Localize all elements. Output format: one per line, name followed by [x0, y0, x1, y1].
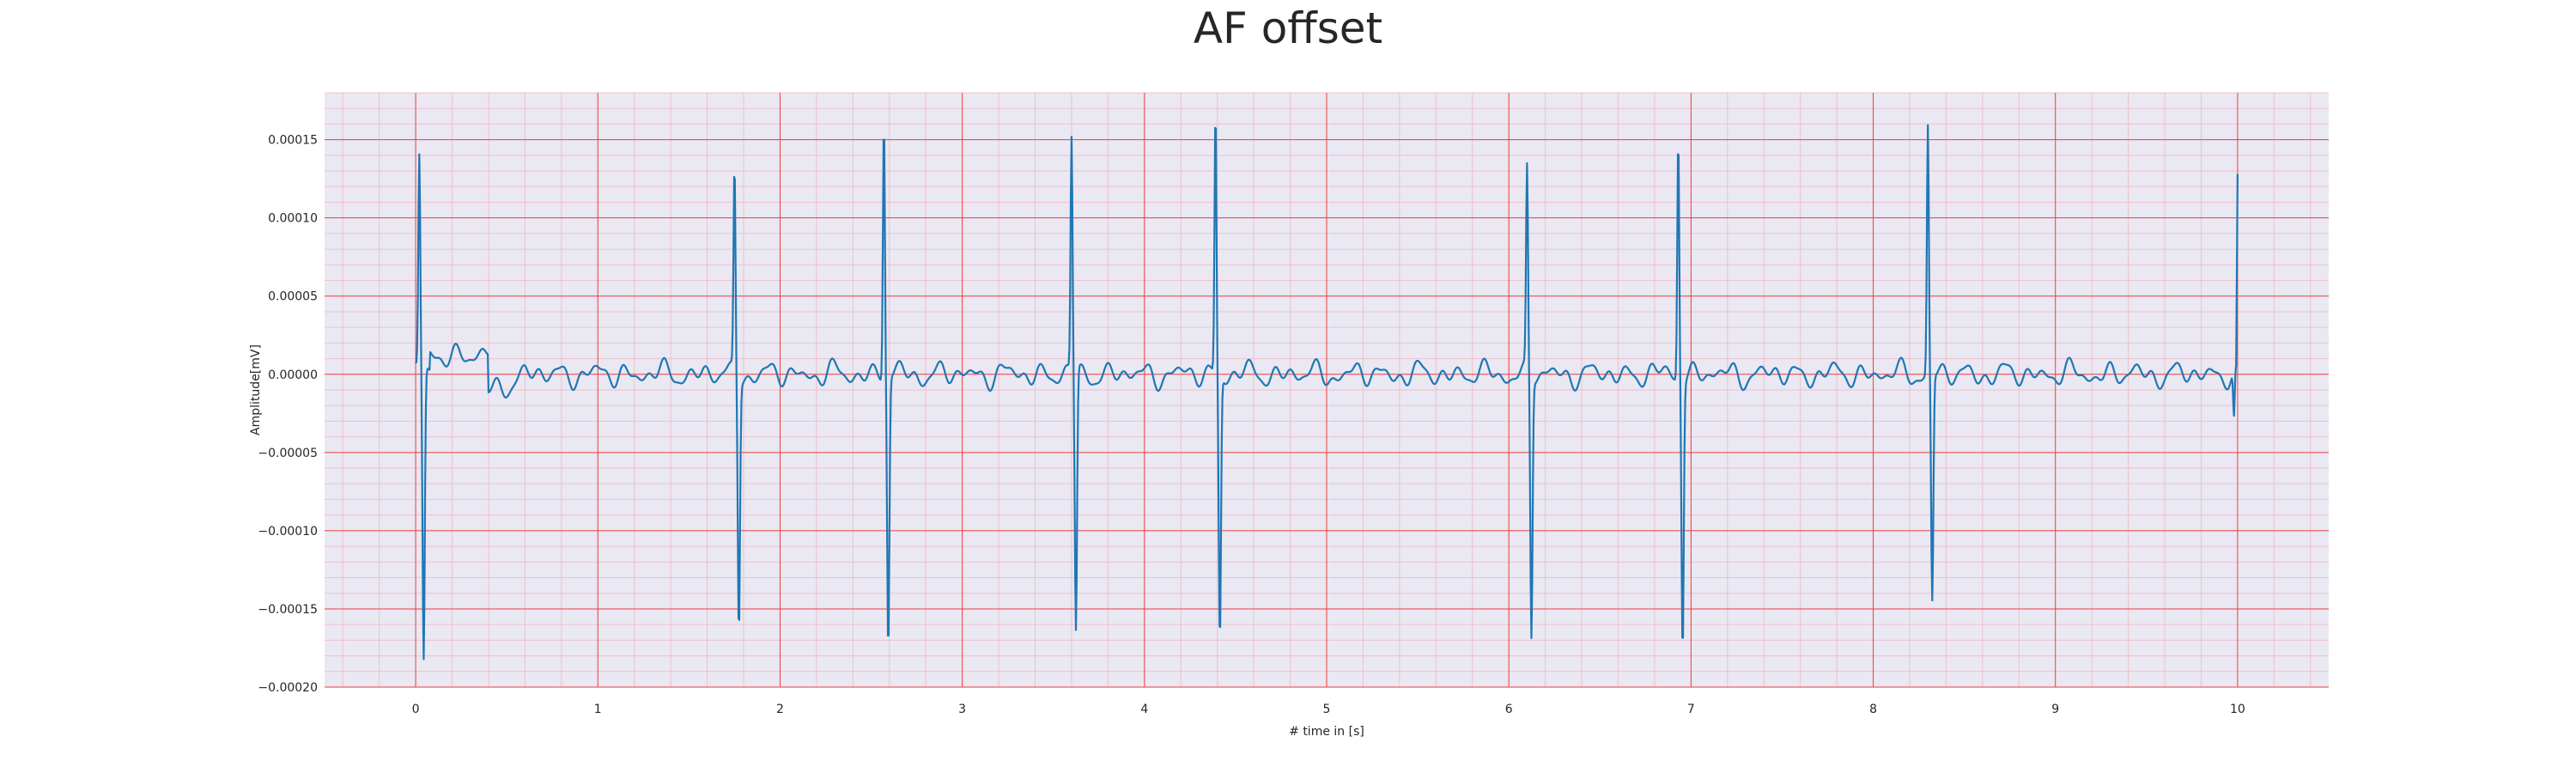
x-axis-ticks: 0 1 2 3 4 5 6 7 8 9 10 — [412, 703, 2245, 716]
y-tick-label: −0.00015 — [258, 603, 318, 617]
x-tick-label: 8 — [1869, 703, 1877, 716]
chart-title: AF offset — [1194, 3, 1382, 53]
y-tick-label: −0.00020 — [258, 681, 318, 695]
x-tick-label: 4 — [1140, 703, 1148, 716]
x-tick-label: 10 — [2230, 703, 2245, 716]
y-tick-label: 0.00010 — [268, 212, 318, 226]
x-axis-label: # time in [s] — [1289, 725, 1364, 739]
x-tick-label: 7 — [1687, 703, 1695, 716]
x-tick-label: 6 — [1505, 703, 1513, 716]
x-tick-label: 2 — [776, 703, 784, 716]
y-axis-ticks: −0.00020 −0.00015 −0.00010 −0.00005 0.00000 0… — [258, 134, 318, 695]
x-tick-label: 9 — [2051, 703, 2059, 716]
x-tick-label: 1 — [594, 703, 602, 716]
series-layer — [415, 124, 2239, 660]
x-tick-label: 5 — [1323, 703, 1331, 716]
x-tick-label: 0 — [412, 703, 420, 716]
y-tick-label: −0.00005 — [258, 447, 318, 460]
x-tick-label: 3 — [958, 703, 966, 716]
y-tick-label: 0.00015 — [268, 134, 318, 148]
y-tick-label: −0.00010 — [258, 525, 318, 539]
ecg-signal-line — [415, 124, 2239, 660]
y-axis-label: Amplitude[mV] — [249, 344, 263, 435]
y-tick-label: 0.00005 — [268, 290, 318, 304]
y-tick-label: 0.00000 — [268, 368, 318, 382]
